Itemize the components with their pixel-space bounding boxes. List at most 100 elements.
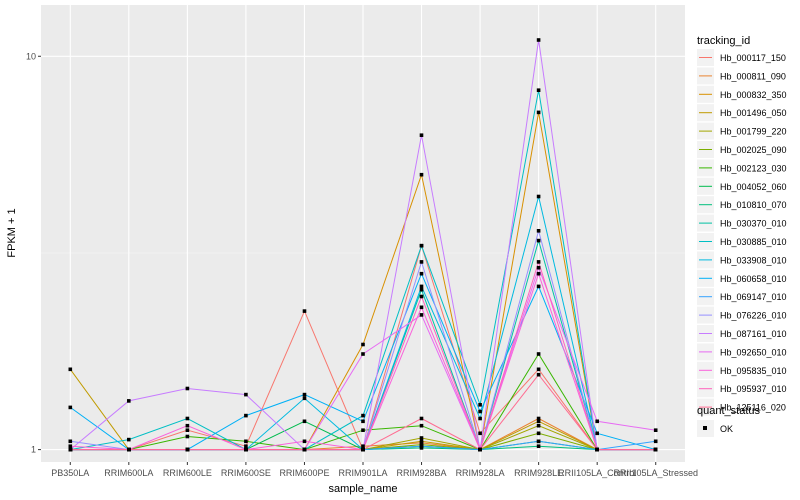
x-tick-label: RRIM928BA xyxy=(397,468,447,478)
data-point xyxy=(244,413,248,418)
data-point xyxy=(302,439,307,444)
data-point xyxy=(361,428,365,432)
data-point xyxy=(244,444,248,448)
x-axis-ticks: PB350LA RRIM600LA RRIM600LE RRIM600SE RRIM60… xyxy=(51,462,698,478)
data-point xyxy=(361,413,365,418)
data-point xyxy=(244,439,248,444)
data-point xyxy=(419,133,424,137)
y-tick-label: 10 xyxy=(26,51,36,61)
data-point xyxy=(478,409,482,414)
data-point xyxy=(536,372,541,377)
data-point xyxy=(536,110,541,115)
data-point xyxy=(68,405,73,410)
data-point xyxy=(302,419,307,424)
data-point xyxy=(361,419,365,424)
data-point xyxy=(419,436,424,440)
legend-label: Hb_125116_020 xyxy=(720,403,786,413)
legend-label: Hb_069147_010 xyxy=(720,292,787,302)
data-point xyxy=(536,423,541,428)
data-point xyxy=(536,284,541,289)
x-axis-title: sample_name xyxy=(328,483,397,495)
legend-label: Hb_001496_050 xyxy=(720,108,787,118)
data-point xyxy=(419,260,424,264)
data-point xyxy=(302,309,307,313)
data-point xyxy=(478,403,482,407)
legend-label: Hb_010810_070 xyxy=(720,200,787,210)
legend-shape-label: OK xyxy=(720,424,733,434)
data-point xyxy=(653,447,658,452)
data-point xyxy=(478,416,482,421)
legend: tracking_id Hb_000117_150 Hb_000811_090 Hb… xyxy=(697,35,787,437)
series-points xyxy=(68,38,658,452)
y-axis-ticks: 1 10 xyxy=(26,51,41,455)
legend-label: Hb_033908_010 xyxy=(720,255,787,265)
legend-label: Hb_001799_220 xyxy=(720,127,787,137)
data-point xyxy=(536,194,541,199)
data-point xyxy=(478,431,482,436)
data-point xyxy=(127,399,131,403)
data-point xyxy=(536,431,541,436)
x-tick-label: PB350LA xyxy=(51,468,89,478)
data-point xyxy=(536,416,541,421)
legend-label: Hb_095835_010 xyxy=(720,366,787,376)
data-point xyxy=(185,434,190,439)
legend-label: Hb_000117_150 xyxy=(720,53,786,63)
data-point xyxy=(419,172,424,177)
data-point xyxy=(595,447,599,452)
data-point xyxy=(361,342,365,347)
data-point xyxy=(536,38,541,42)
legend-label: Hb_095937_010 xyxy=(720,384,787,394)
data-point xyxy=(419,416,424,421)
data-point xyxy=(419,271,424,276)
grid-lines xyxy=(41,5,685,462)
data-point xyxy=(419,423,424,428)
data-point xyxy=(595,431,599,436)
data-point xyxy=(419,284,424,289)
data-point xyxy=(536,352,541,356)
data-point xyxy=(127,437,131,442)
legend-label: Hb_002123_030 xyxy=(720,163,787,173)
data-point xyxy=(419,294,424,299)
data-point xyxy=(68,444,73,448)
data-point xyxy=(185,447,190,452)
x-tick-label: RRIM600SE xyxy=(221,468,271,478)
legend-label: Hb_087161_010 xyxy=(720,329,787,339)
legend-label: Hb_060658_010 xyxy=(720,274,787,284)
x-tick-label: RRIM928LE xyxy=(514,468,563,478)
data-point xyxy=(185,386,190,391)
data-point xyxy=(536,367,541,372)
data-point xyxy=(536,271,541,276)
legend-label: Hb_030885_010 xyxy=(720,237,787,247)
y-tick-label: 1 xyxy=(31,445,36,455)
legend-label: Hb_000832_350 xyxy=(720,90,787,100)
data-point xyxy=(302,447,307,452)
data-point xyxy=(361,447,365,452)
legend-label: Hb_030370_010 xyxy=(720,219,787,229)
data-point xyxy=(185,428,190,432)
legend-label: Hb_000811_090 xyxy=(720,71,786,81)
x-tick-label: RRIM600LE xyxy=(163,468,212,478)
data-point xyxy=(302,392,307,397)
data-point xyxy=(478,447,482,452)
y-axis-title: FPKM + 1 xyxy=(6,208,18,257)
data-point xyxy=(244,447,248,452)
data-point xyxy=(361,444,365,448)
data-point xyxy=(185,416,190,421)
data-point xyxy=(419,444,424,448)
x-tick-label: RRII105LA_Control xyxy=(558,468,636,478)
data-point xyxy=(595,419,599,424)
data-point xyxy=(419,243,424,248)
legend-label: Hb_092650_010 xyxy=(720,347,787,357)
data-point xyxy=(536,439,541,444)
x-tick-label: RRIM600PE xyxy=(279,468,329,478)
legend-title: tracking_id xyxy=(697,35,750,47)
data-point xyxy=(536,419,541,424)
data-point xyxy=(185,423,190,428)
x-tick-label: RRIM901LA xyxy=(338,468,387,478)
x-tick-label: RRII105LA_Stressed xyxy=(613,468,698,478)
data-point xyxy=(68,367,73,372)
data-point xyxy=(361,352,365,356)
legend-shape-point xyxy=(703,426,707,430)
data-point xyxy=(653,428,658,432)
